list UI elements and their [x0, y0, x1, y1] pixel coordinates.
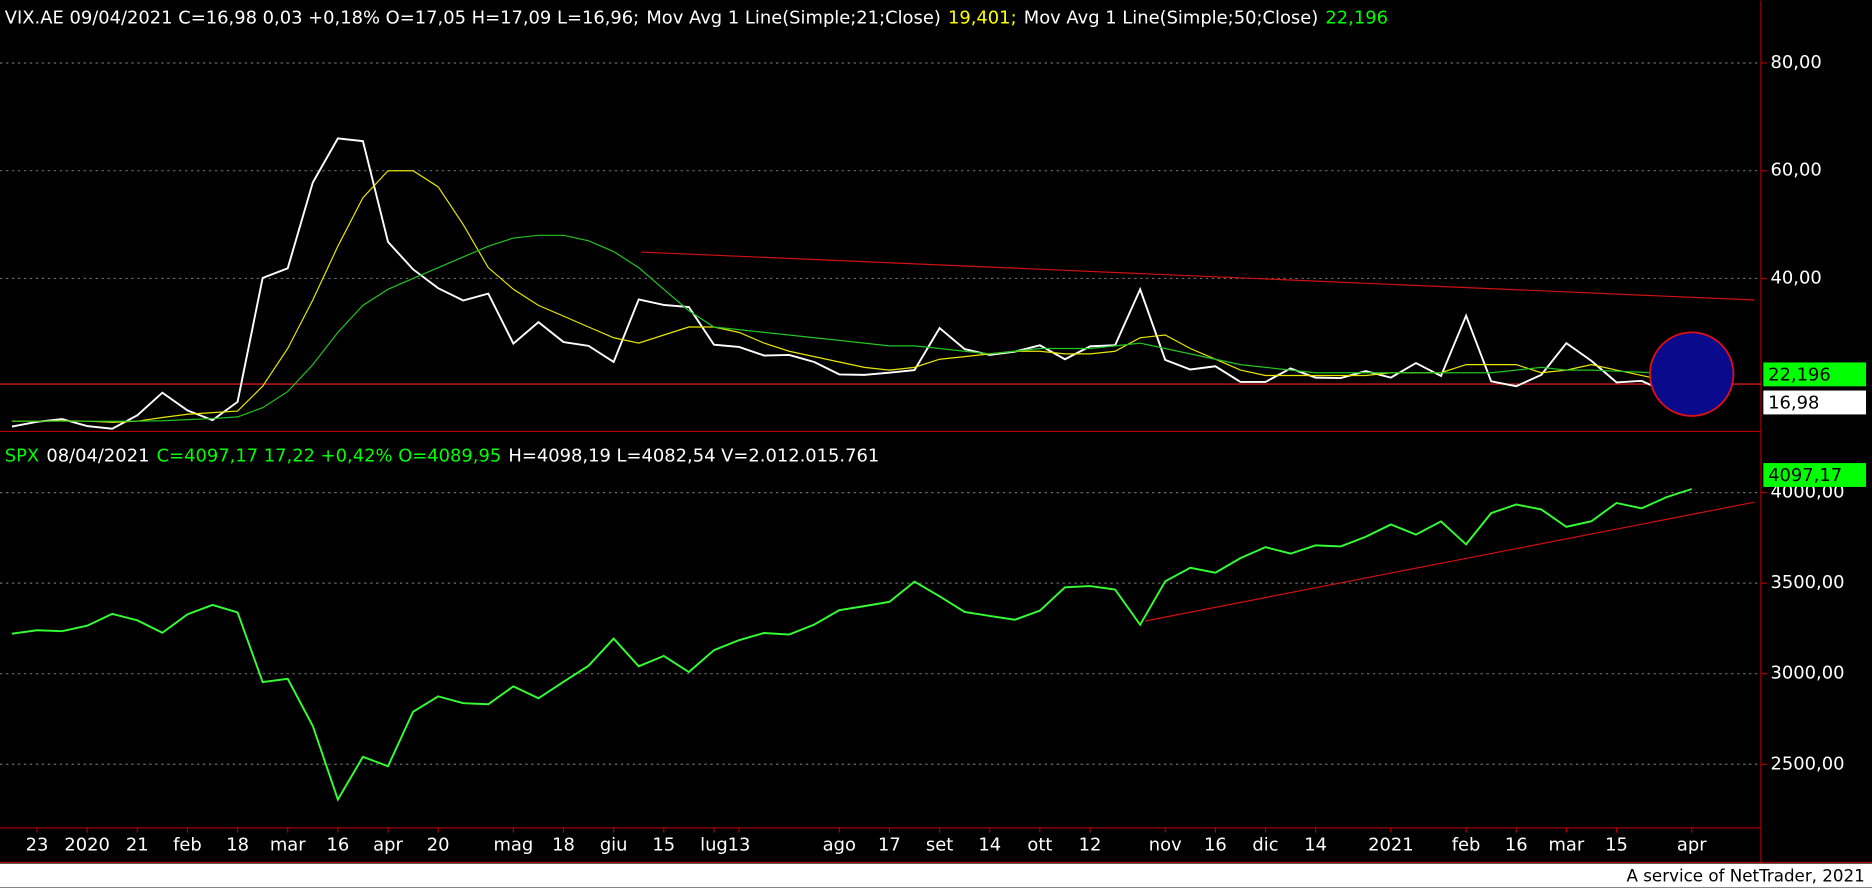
header-part: Mov Avg 1 Line(Simple;21;Close): [646, 7, 940, 28]
footer-bar: [0, 863, 1872, 888]
header-part: C=4097,17 17,22 +0,42% O=4089,95: [157, 446, 502, 467]
series-line: [11, 488, 1693, 802]
annotation-layer: [1649, 331, 1735, 417]
y-tick-label: 60,00: [1771, 160, 1822, 181]
x-tick-label: 14: [1304, 835, 1327, 856]
x-tick-label: 15: [1605, 835, 1628, 856]
x-tick-label: mag: [493, 835, 533, 856]
header-part: VIX.AE 09/04/2021 C=16,98 0,03 +0,18% O=…: [5, 7, 639, 28]
x-tick-label: mar: [1548, 835, 1584, 856]
header-part: H=4098,19 L=4082,54 V=2.012.015.761: [508, 446, 879, 467]
header-part: 22,196: [1325, 7, 1388, 28]
x-tick-label: ott: [1027, 835, 1052, 856]
x-tick-label: 18: [226, 835, 249, 856]
x-tick-label: 20: [427, 835, 450, 856]
trend-line: [641, 251, 1755, 301]
y-tick-label: 80,00: [1771, 52, 1822, 73]
x-tick-label: 14: [978, 835, 1001, 856]
x-tick-label: set: [926, 835, 953, 856]
y-tick-label: 3500,00: [1771, 572, 1845, 593]
y-tick-label: 2500,00: [1771, 753, 1845, 774]
x-tick-label: 16: [1505, 835, 1528, 856]
y-tick-label: 3000,00: [1771, 663, 1845, 684]
x-tick-label: ago: [823, 835, 856, 856]
series-line: [11, 137, 1693, 430]
x-tick-label: feb: [173, 835, 202, 856]
footer: A service of NetTrader, 2021: [1626, 865, 1864, 885]
x-tick-label: giu: [600, 835, 628, 856]
x-tick-label: mar: [270, 835, 306, 856]
x-tick-label: 15: [652, 835, 675, 856]
panel-header: VIX.AE 09/04/2021 C=16,98 0,03 +0,18% O=…: [5, 7, 1388, 28]
price-tag-label: 16,98: [1768, 393, 1819, 414]
x-tick-label: apr: [373, 835, 403, 856]
x-tick-label: 13: [728, 835, 751, 856]
x-tick-label: 18: [552, 835, 575, 856]
trend-line: [1145, 501, 1755, 622]
x-tick-label: 2021: [1368, 835, 1414, 856]
panel-header: SPX 08/04/2021 C=4097,17 17,22 +0,42% O=40…: [5, 446, 880, 467]
series-line: [11, 234, 1692, 422]
x-tick-label: feb: [1452, 835, 1481, 856]
y-tick-label: 40,00: [1771, 267, 1822, 288]
x-tick-label: dic: [1252, 835, 1278, 856]
x-tick-label: lug: [700, 835, 728, 856]
header-part: 19,401;: [948, 7, 1017, 28]
x-tick-label: 21: [126, 835, 149, 856]
x-tick-label: 12: [1079, 835, 1102, 856]
price-tag: [1763, 390, 1867, 415]
price-tag-label: 4097,17: [1768, 465, 1842, 486]
header-part: SPX: [5, 446, 39, 467]
header-part: Mov Avg 1 Line(Simple;50;Close): [1024, 7, 1318, 28]
x-tick-label: 17: [878, 835, 901, 856]
price-tag: [1763, 362, 1867, 387]
x-tick-label: nov: [1149, 835, 1182, 856]
highlight-circle: [1649, 331, 1735, 417]
x-tick-label: apr: [1677, 835, 1707, 856]
price-tag-label: 22,196: [1768, 365, 1831, 386]
x-tick-label: 16: [1204, 835, 1227, 856]
x-tick-label: 23: [26, 835, 49, 856]
x-tick-label: 16: [326, 835, 349, 856]
x-tick-label: 2020: [64, 835, 110, 856]
price-tag: [1763, 463, 1867, 487]
header-part: 08/04/2021: [46, 446, 149, 467]
